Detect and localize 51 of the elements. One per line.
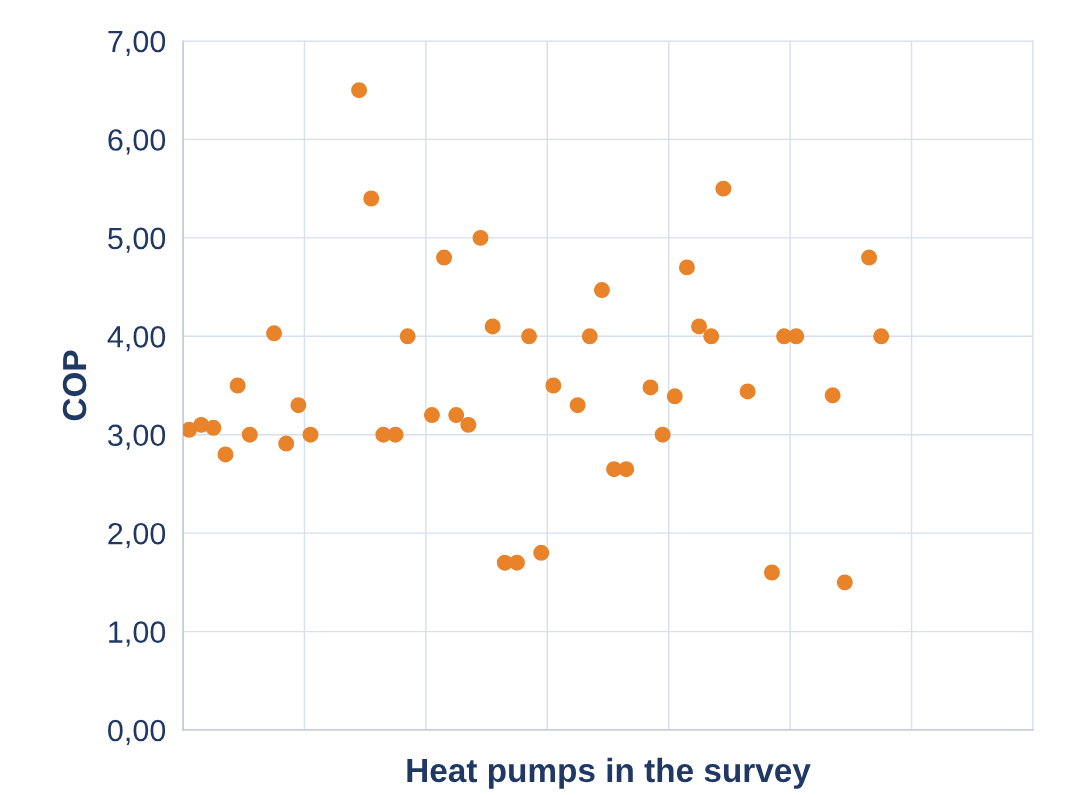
y-tick-label: 1,00 bbox=[109, 621, 166, 647]
point bbox=[581, 328, 598, 345]
point bbox=[266, 325, 283, 342]
y-tick-label: 2,00 bbox=[108, 522, 166, 549]
point bbox=[229, 377, 246, 394]
point bbox=[545, 377, 562, 394]
y-tick-label: 0,00 bbox=[108, 719, 166, 745]
point bbox=[472, 229, 489, 246]
point bbox=[363, 190, 380, 207]
point bbox=[423, 407, 440, 424]
point bbox=[183, 421, 198, 438]
y-tick-label: 5,00 bbox=[108, 227, 166, 253]
point bbox=[448, 407, 465, 424]
point bbox=[666, 388, 683, 405]
point bbox=[703, 328, 720, 345]
point bbox=[217, 446, 234, 463]
point bbox=[691, 318, 708, 335]
point bbox=[460, 416, 477, 433]
y-axis-title: COP bbox=[62, 350, 87, 421]
point bbox=[387, 426, 404, 443]
point bbox=[302, 426, 319, 443]
point bbox=[788, 328, 805, 345]
point bbox=[484, 318, 501, 335]
point bbox=[521, 328, 538, 345]
point bbox=[508, 554, 525, 571]
point bbox=[678, 259, 695, 276]
point bbox=[278, 435, 295, 452]
y-tick-label: 7,00 bbox=[108, 30, 166, 56]
point bbox=[205, 419, 222, 436]
y-tick-label: 6,00 bbox=[108, 129, 166, 155]
point bbox=[763, 564, 780, 581]
point bbox=[351, 82, 368, 99]
point bbox=[241, 426, 258, 443]
point bbox=[739, 383, 756, 400]
point bbox=[824, 387, 841, 404]
point bbox=[836, 574, 853, 591]
point bbox=[290, 397, 307, 414]
point bbox=[861, 249, 878, 266]
y-tick-label: 4,00 bbox=[107, 326, 166, 352]
point bbox=[618, 461, 635, 478]
point bbox=[715, 180, 732, 197]
point bbox=[642, 379, 659, 396]
point bbox=[654, 426, 671, 443]
x-axis-title: Heat pumps in the survey bbox=[407, 757, 811, 789]
point bbox=[873, 328, 890, 345]
point bbox=[533, 544, 550, 561]
point bbox=[569, 397, 586, 414]
point bbox=[436, 249, 453, 266]
y-tick-label: 3,00 bbox=[108, 424, 166, 450]
point bbox=[593, 282, 610, 299]
point bbox=[399, 328, 416, 345]
